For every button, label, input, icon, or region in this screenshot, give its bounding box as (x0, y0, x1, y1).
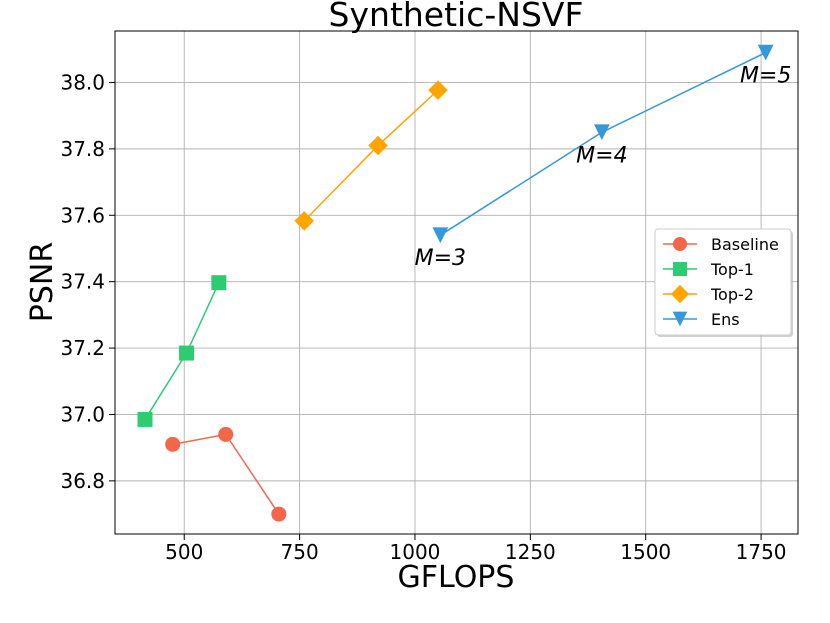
legend-label: Baseline (711, 235, 779, 254)
data-point-top-1 (137, 411, 153, 427)
y-tick-label: 36.8 (60, 469, 105, 493)
data-point-baseline (218, 426, 234, 442)
y-axis-label: PSNR (25, 242, 60, 322)
series-layer (137, 44, 774, 522)
legend-label: Ens (711, 310, 740, 329)
series-line-top-2 (303, 89, 439, 222)
annotation-label: M=4 (576, 143, 627, 168)
series-top-2 (294, 80, 448, 231)
data-point-ens (593, 124, 610, 141)
data-point-top-2 (294, 211, 314, 231)
legend-entry-ens: Ens (663, 310, 740, 329)
annotation-label: M=3 (415, 246, 466, 271)
legend-marker (673, 237, 687, 251)
series-line-baseline (172, 433, 280, 515)
data-point-baseline (271, 506, 287, 522)
series-baseline (165, 426, 287, 522)
legend-marker (670, 284, 690, 304)
chart-title: Synthetic-NSVF (329, 0, 584, 34)
data-point-ens (432, 227, 449, 244)
data-point-baseline (165, 436, 181, 452)
data-point-top-2 (368, 135, 388, 156)
legend-entry-top-2: Top-2 (663, 284, 754, 304)
legend-box (654, 228, 792, 336)
legend-label: Top-1 (710, 260, 754, 279)
y-tick-label: 37.6 (60, 203, 105, 227)
annotation-label: M=5 (740, 64, 791, 89)
series-ens (432, 44, 774, 244)
plot-frame (114, 30, 799, 535)
legend-entry-top-1: Top-1 (663, 260, 754, 279)
data-point-ens (757, 44, 774, 61)
legend: Baseline Top-1 Top-2 Ens (654, 228, 793, 337)
axis-ticks: 500 750 1000 1250 1500 1750 36.8 37.0 37.2 37.4 37… (60, 70, 786, 564)
legend-marker (673, 262, 687, 276)
annotations: M=3 M=4 M=5 (415, 64, 792, 272)
y-tick-label: 38.0 (60, 70, 105, 94)
y-tick-label: 37.4 (60, 270, 105, 294)
x-axis-label: GFLOPS (398, 560, 515, 595)
data-point-top-1 (179, 345, 195, 361)
legend-label: Top-2 (710, 285, 754, 304)
y-tick-label: 37.8 (60, 137, 105, 161)
series-top-1 (137, 275, 227, 427)
legend-marker (672, 311, 688, 327)
x-tick-label: 1750 (736, 540, 787, 564)
data-point-top-2 (428, 80, 448, 100)
x-tick-label: 1000 (390, 540, 441, 564)
x-tick-label: 1250 (505, 540, 556, 564)
x-tick-label: 1500 (620, 540, 671, 564)
y-tick-label: 37.0 (60, 402, 105, 426)
x-tick-label: 750 (281, 540, 319, 564)
data-point-top-1 (211, 275, 227, 291)
x-tick-label: 500 (165, 540, 203, 564)
legend-entry-baseline: Baseline (663, 235, 779, 254)
y-tick-label: 37.2 (60, 336, 105, 360)
